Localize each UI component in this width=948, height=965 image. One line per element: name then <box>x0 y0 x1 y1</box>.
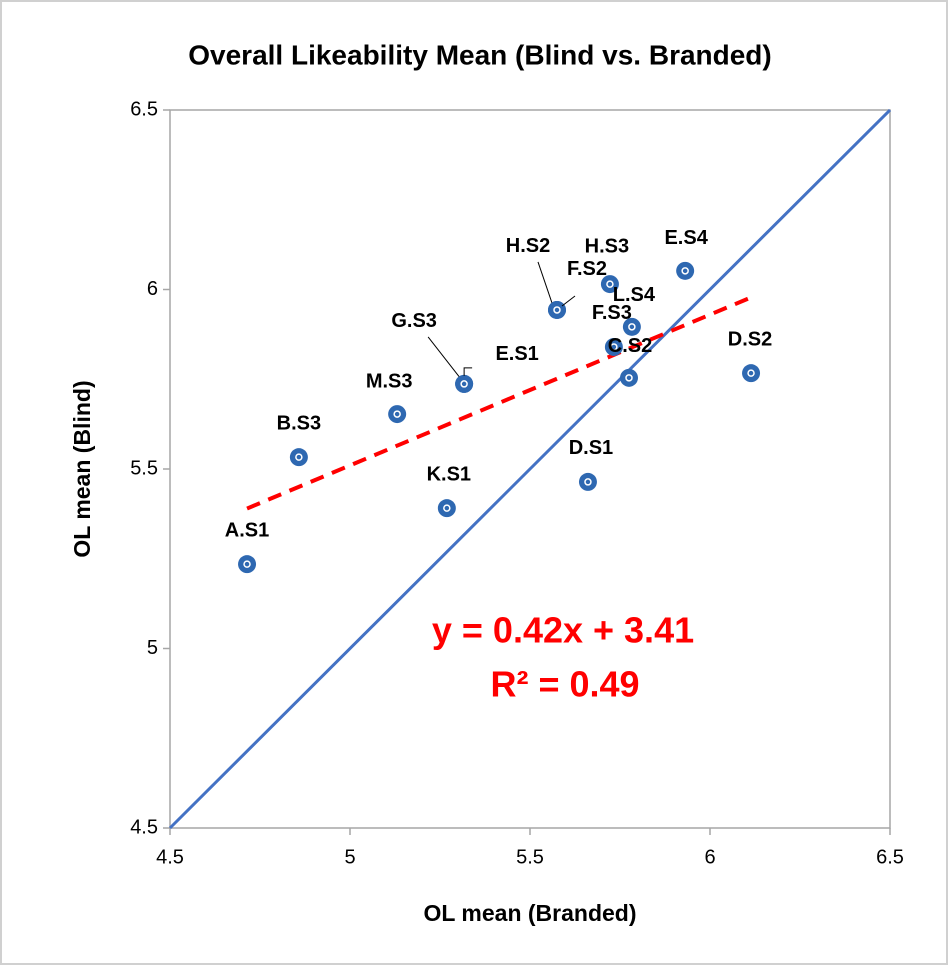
x-tick-label: 6.5 <box>876 846 904 868</box>
y-tick-label: 6.5 <box>130 98 158 120</box>
point-center <box>460 380 468 388</box>
y-tick-label: 5.5 <box>130 457 158 479</box>
point-center <box>628 323 636 331</box>
y-tick-label: 4.5 <box>130 816 158 838</box>
trendline-equation: y = 0.42x + 3.41 <box>432 610 694 651</box>
point-label: G.S3 <box>391 310 437 332</box>
point-center <box>625 374 633 382</box>
point <box>622 317 641 336</box>
point-label: F.S3 <box>592 302 632 324</box>
x-axis-title: OL mean (Branded) <box>424 900 637 926</box>
point <box>600 275 619 294</box>
point <box>388 405 407 424</box>
leader-line <box>561 295 576 307</box>
point-label: H.S2 <box>506 235 550 257</box>
point <box>604 337 623 356</box>
point-center <box>443 504 451 512</box>
x-tick-label: 5.5 <box>516 846 544 868</box>
point-label: K.S1 <box>427 463 471 485</box>
point <box>455 374 474 393</box>
point-label: E.S1 <box>495 343 538 365</box>
point <box>620 368 638 387</box>
point-center <box>553 306 561 314</box>
point <box>578 472 597 491</box>
point-label: A.S1 <box>225 519 269 541</box>
trendline-r2: R² = 0.49 <box>490 664 639 705</box>
point-label: M.S3 <box>366 370 413 392</box>
point-center <box>243 560 251 568</box>
point <box>437 499 456 518</box>
point-label: B.S3 <box>277 412 321 434</box>
point-center <box>747 369 755 377</box>
point <box>742 364 761 383</box>
point-center <box>295 453 303 461</box>
point-label: E.S4 <box>664 227 708 249</box>
point <box>289 448 308 467</box>
x-tick-label: 6 <box>704 846 715 868</box>
point-label: D.S1 <box>569 437 613 459</box>
point-label: H.S3 <box>585 235 629 257</box>
y-tick-label: 5 <box>147 637 158 659</box>
leader-line <box>463 367 473 376</box>
leader-line <box>427 336 461 379</box>
point <box>676 261 695 280</box>
point-center <box>610 343 618 351</box>
point-center <box>584 478 592 486</box>
point-label: C.S2 <box>608 335 652 357</box>
identity-line <box>168 108 892 830</box>
point-label: D.S2 <box>728 328 772 350</box>
point-center <box>393 410 401 418</box>
x-tick-label: 5 <box>344 846 355 868</box>
leader-line <box>537 261 554 307</box>
point-label: F.S2 <box>567 258 607 280</box>
point <box>238 555 257 574</box>
point <box>548 300 566 319</box>
chart-title: Overall Likeability Mean (Blind vs. Bran… <box>188 39 772 70</box>
point-label: L.S4 <box>613 284 656 306</box>
x-tick-label: 4.5 <box>156 846 184 868</box>
y-tick-label: 6 <box>147 278 158 300</box>
point-center <box>606 280 614 288</box>
point-center <box>681 267 689 275</box>
y-axis-title: OL mean (Blind) <box>69 380 95 557</box>
